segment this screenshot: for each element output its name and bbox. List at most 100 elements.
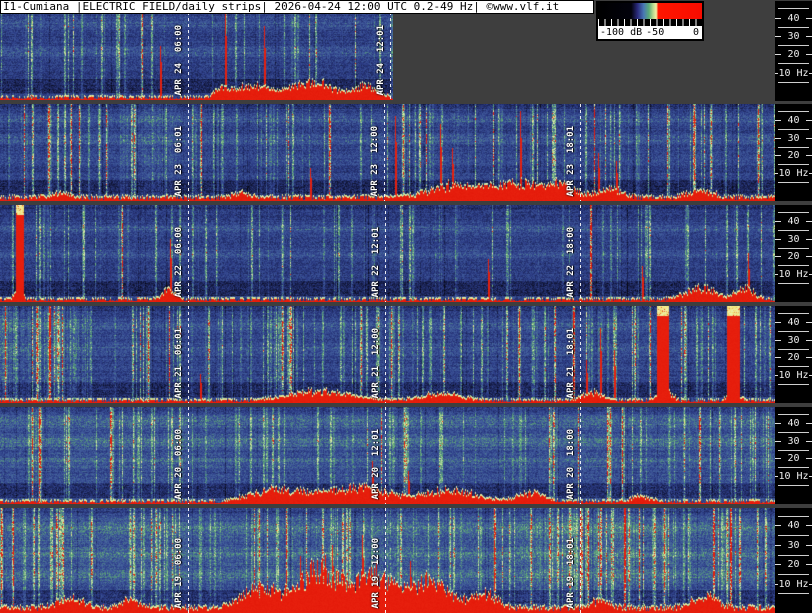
- time-label-apr-21: APR 21 12:00: [371, 327, 381, 398]
- time-gridline-apr-22: [188, 205, 189, 302]
- freq-tick-line-left: [775, 583, 779, 585]
- freq-tick-line-left: [775, 356, 781, 358]
- freq-tick-label: 40: [787, 316, 800, 328]
- freq-minor-tick: [778, 313, 809, 314]
- freq-minor-tick: [778, 230, 809, 231]
- freq-tick-line-right: [806, 137, 812, 139]
- time-label-apr-23: APR 23 12:00: [370, 125, 380, 196]
- freq-minor-tick: [778, 45, 809, 46]
- frequency-axis-apr-19: 40 30 20 10 Hz: [775, 508, 812, 613]
- freq-major-tick: 10 Hz: [775, 578, 812, 590]
- freq-tick-line-right: [806, 154, 812, 156]
- time-gridline-apr-24: [390, 0, 391, 100]
- freq-minor-tick: [778, 467, 809, 468]
- freq-major-tick: 30: [775, 539, 812, 551]
- freq-tick-line-right: [806, 220, 812, 222]
- freq-major-tick: 20: [775, 250, 812, 262]
- freq-tick-line-right: [808, 273, 812, 275]
- freq-tick-label: 40: [787, 215, 800, 227]
- frequency-axis-apr-20: 40 30 20 10 Hz: [775, 407, 812, 504]
- time-label-apr-21: APR 21 06:01: [174, 327, 184, 398]
- freq-minor-tick: [778, 414, 809, 415]
- freq-tick-label: 20: [787, 250, 800, 262]
- frequency-axis-apr-24: 40 30 20 10 Hz: [775, 1, 812, 101]
- frequency-axis-apr-21: 40 30 20 10 Hz: [775, 306, 812, 403]
- freq-tick-line-left: [775, 17, 781, 19]
- frequency-axis-apr-23: 40 30 20 10 Hz: [775, 104, 812, 201]
- freq-tick-line-left: [775, 339, 781, 341]
- time-gridline-apr-19: [385, 508, 386, 613]
- time-gridline-apr-20: [580, 407, 581, 504]
- freq-minor-tick: [778, 63, 809, 64]
- freq-tick-line-right: [808, 583, 812, 585]
- freq-major-tick: 20: [775, 351, 812, 363]
- freq-minor-tick: [778, 516, 809, 517]
- time-label-apr-21: APR 21 18:01: [566, 327, 576, 398]
- freq-major-tick: 20: [775, 149, 812, 161]
- freq-major-tick: 10 Hz: [775, 470, 812, 482]
- freq-tick-label: 30: [787, 334, 800, 346]
- time-label-apr-20: APR 20 12:01: [371, 428, 381, 499]
- spectrogram-canvas-apr-22: [0, 205, 775, 302]
- freq-major-tick: 20: [775, 558, 812, 570]
- freq-tick-line-left: [775, 440, 781, 442]
- time-gridline-apr-19: [188, 508, 189, 613]
- spectrogram-canvas-apr-23: [0, 104, 775, 201]
- freq-major-tick: 20: [775, 452, 812, 464]
- freq-minor-tick: [778, 283, 809, 284]
- freq-tick-line-left: [775, 524, 781, 526]
- freq-minor-tick: [778, 349, 809, 350]
- freq-minor-tick: [778, 111, 809, 112]
- spectrogram-strip-apr-23: APR 23 06:01 APR 23 12:00 APR 23 18:01: [0, 104, 775, 201]
- freq-tick-label: 10 Hz: [778, 67, 809, 79]
- freq-minor-tick: [778, 535, 809, 536]
- freq-tick-line-left: [775, 53, 781, 55]
- freq-tick-line-right: [806, 53, 812, 55]
- freq-major-tick: 30: [775, 435, 812, 447]
- frequency-axis-apr-22: 40 30 20 10 Hz: [775, 205, 812, 302]
- freq-tick-label: 40: [787, 114, 800, 126]
- freq-minor-tick: [778, 265, 809, 266]
- freq-minor-tick: [778, 555, 809, 556]
- spectrogram-strip-apr-20: APR 20 06:00 APR 20 12:01 APR 20 18:00: [0, 407, 775, 504]
- time-label-apr-19: APR 19 06:00: [174, 537, 184, 608]
- freq-tick-line-right: [806, 457, 812, 459]
- time-gridline-apr-23: [580, 104, 581, 201]
- freq-major-tick: 10 Hz: [775, 369, 812, 381]
- spectrogram-canvas-apr-20: [0, 407, 775, 504]
- freq-minor-tick: [778, 450, 809, 451]
- freq-tick-line-left: [775, 238, 781, 240]
- time-gridline-apr-22: [580, 205, 581, 302]
- freq-minor-tick: [778, 384, 809, 385]
- page-title: I1-Cumiana |ELECTRIC FIELD/daily strips|…: [3, 0, 560, 13]
- freq-tick-label: 10 Hz: [778, 578, 809, 590]
- spectrogram-canvas-apr-21: [0, 306, 775, 403]
- time-label-apr-24: APR 24 06:00: [174, 24, 184, 95]
- freq-tick-line-left: [775, 273, 779, 275]
- freq-major-tick: 10 Hz: [775, 167, 812, 179]
- freq-tick-line-left: [775, 220, 781, 222]
- freq-tick-line-left: [775, 172, 779, 174]
- time-label-apr-19: APR 19 18:01: [566, 537, 576, 608]
- freq-tick-line-left: [775, 422, 781, 424]
- freq-minor-tick: [778, 212, 809, 213]
- time-gridline-apr-19: [580, 508, 581, 613]
- freq-tick-label: 30: [787, 30, 800, 42]
- freq-tick-line-right: [806, 17, 812, 19]
- time-gridline-apr-21: [188, 306, 189, 403]
- freq-minor-tick: [778, 366, 809, 367]
- freq-tick-line-left: [775, 457, 781, 459]
- time-gridline-apr-20: [188, 407, 189, 504]
- title-bar: I1-Cumiana |ELECTRIC FIELD/daily strips|…: [0, 0, 594, 14]
- freq-tick-label: 40: [787, 519, 800, 531]
- freq-major-tick: 10 Hz: [775, 67, 812, 79]
- time-label-apr-23: APR 23 18:01: [566, 125, 576, 196]
- freq-tick-line-left: [775, 119, 781, 121]
- freq-minor-tick: [778, 8, 809, 9]
- freq-minor-tick: [778, 432, 809, 433]
- freq-tick-line-right: [806, 238, 812, 240]
- time-label-apr-22: APR 22 12:01: [371, 226, 381, 297]
- time-label-apr-22: APR 22 06:00: [174, 226, 184, 297]
- freq-minor-tick: [778, 182, 809, 183]
- freq-tick-line-right: [808, 475, 812, 477]
